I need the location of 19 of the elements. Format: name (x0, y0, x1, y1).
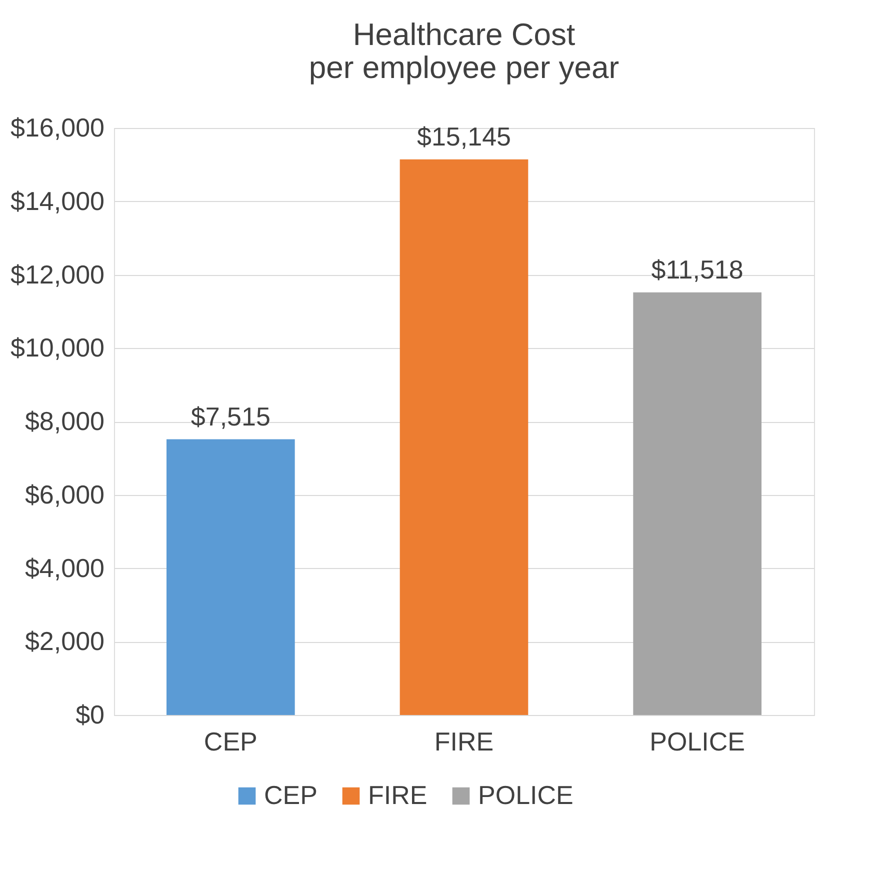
chart-title: Healthcare Cost per employee per year (308, 17, 620, 85)
y-tick-label: $0 (76, 700, 104, 730)
x-tick-label: CEP (204, 726, 258, 756)
legend-label: FIRE (368, 780, 428, 810)
y-tick-label: $6,000 (24, 479, 104, 510)
y-tick-label: $12,000 (10, 259, 104, 290)
y-tick-label: $16,000 (10, 112, 104, 142)
legend-label: POLICE (478, 780, 574, 810)
legend-label: CEP (264, 780, 318, 810)
y-tick-label: $10,000 (10, 332, 104, 363)
y-tick-label: $14,000 (10, 186, 104, 216)
y-tick-label: $4,000 (24, 552, 104, 583)
x-tick-label: FIRE (434, 726, 494, 756)
data-label: $11,518 (651, 254, 744, 284)
y-tick-label: $2,000 (24, 626, 104, 656)
data-label: $7,515 (190, 401, 270, 432)
y-tick-label: $8,000 (24, 406, 104, 436)
x-tick-label: POLICE (650, 726, 746, 756)
data-label: $15,145 (417, 121, 511, 152)
